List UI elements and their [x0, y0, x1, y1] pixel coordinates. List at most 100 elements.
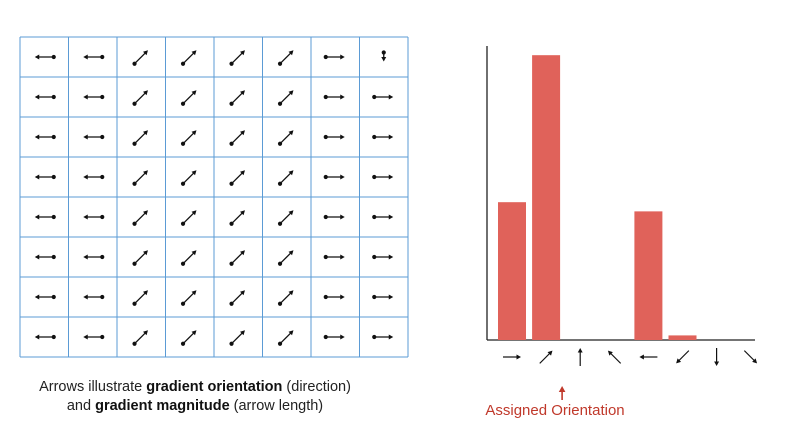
arrow-shaft [134, 171, 147, 185]
grid-arrow-left [83, 294, 105, 300]
arrow-head [143, 210, 148, 216]
grid-arrow-up-right [229, 290, 245, 306]
grid-arrow-right [372, 94, 394, 100]
grid-arrow-up-right [277, 50, 294, 66]
grid-arrow-right [372, 134, 394, 140]
arrow-shaft [182, 251, 195, 265]
grid-arrow-up-right [132, 170, 148, 186]
arrow-shaft [134, 131, 147, 145]
arrow-head [240, 330, 245, 336]
grid-arrow-up-right [229, 250, 245, 266]
arrow-head [34, 134, 40, 140]
grid-arrow-up-right [132, 90, 148, 106]
arrow-head [714, 361, 720, 366]
grid-arrow-up-right [180, 50, 197, 66]
grid-arrow-up-right [180, 90, 197, 106]
arrow-head [34, 174, 40, 180]
arrow-head [191, 290, 197, 296]
arrow-head [83, 54, 88, 60]
arrow-shaft [231, 291, 244, 305]
arrow-head [191, 90, 197, 96]
grid-arrow-up-right [229, 210, 245, 226]
grid-arrow-up-right [180, 210, 197, 226]
grid-arrow-right [323, 214, 345, 220]
arrow-head [288, 130, 294, 136]
grid-arrow-left [83, 54, 105, 60]
grid-arrow-up-right [180, 170, 197, 186]
arrow-head [191, 330, 197, 336]
grid-arrow-up-right [132, 330, 148, 346]
bar-left [634, 211, 663, 340]
arrow-head [240, 50, 245, 56]
arrow-shaft [134, 91, 147, 105]
arrow-head [143, 330, 148, 336]
arrow-head [83, 134, 88, 140]
arrow-head [83, 294, 88, 300]
arrow-head [191, 210, 197, 216]
arrow-head [191, 50, 197, 56]
arrow-shaft [182, 331, 195, 345]
arrow-shaft [231, 251, 244, 265]
grid-arrow-left [34, 254, 56, 260]
grid-arrow-right [323, 334, 345, 340]
arrow-shaft [279, 91, 292, 105]
arrow-shaft [231, 131, 244, 145]
arrow-head [639, 354, 644, 360]
arrow-shaft [231, 211, 244, 225]
tick-arrow-up-right [539, 350, 553, 364]
arrow-shaft [279, 211, 292, 225]
arrow-head [388, 134, 394, 140]
tick-arrow-up-left [607, 350, 622, 364]
caption-bold-orientation: gradient orientation [146, 379, 283, 395]
arrow-head [240, 290, 245, 296]
grid-arrow-left [83, 254, 105, 260]
arrow-shaft [231, 171, 244, 185]
arrow-head [577, 348, 583, 353]
arrow-head [34, 54, 40, 60]
grid-arrow-right [323, 174, 345, 180]
grid-arrow-up-right [277, 250, 294, 266]
arrow-head [388, 294, 394, 300]
grid-arrow-right [323, 294, 345, 300]
arrow-head [191, 170, 197, 176]
grid-arrow-left [34, 294, 56, 300]
grid-arrow-left [83, 174, 105, 180]
arrow-head [340, 134, 345, 140]
arrow-head [240, 250, 245, 256]
grid-arrow-up-right [180, 330, 197, 346]
arrow-head [143, 290, 148, 296]
arrow-head [143, 50, 148, 56]
tick-arrow-down-left [676, 350, 690, 364]
grid-arrow-up-right [132, 130, 148, 146]
arrow-head [388, 214, 394, 220]
arrow-shaft [182, 291, 195, 305]
caption-line-1: Arrows illustrate gradient orientation (… [10, 378, 380, 397]
arrow-shaft [182, 51, 195, 65]
arrow-shaft [182, 131, 195, 145]
caption-text: and [66, 398, 96, 414]
arrow-head [240, 170, 245, 176]
arrow-shaft [279, 131, 292, 145]
grid-arrow-right [372, 254, 394, 260]
arrow-head [240, 130, 245, 136]
arrow-shaft [231, 331, 244, 345]
tick-arrow-shaft [609, 352, 622, 364]
arrow-head [516, 354, 521, 360]
arrow-head [34, 294, 40, 300]
arrow-shaft [134, 331, 147, 345]
arrow-head [558, 386, 566, 392]
arrow-head [752, 358, 758, 364]
grid-arrow-up-right [229, 170, 245, 186]
grid-arrow-up-right [277, 330, 294, 346]
grid-arrow-left [34, 54, 56, 60]
arrow-head [143, 130, 148, 136]
grid-arrow-up-right [277, 290, 294, 306]
caption-text: (arrow length) [229, 398, 324, 414]
arrow-shaft [182, 171, 195, 185]
caption-bold-magnitude: gradient magnitude [95, 398, 230, 414]
arrow-shaft [134, 291, 147, 305]
grid-arrow-right [323, 254, 345, 260]
grid-arrow-left [34, 174, 56, 180]
